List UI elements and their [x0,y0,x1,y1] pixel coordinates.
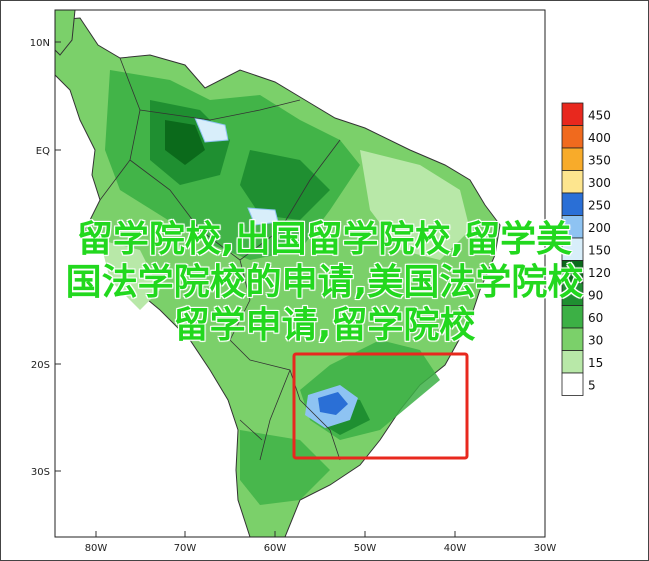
precip-zone-120 [165,120,205,165]
legend-swatch [561,147,584,171]
precip-zone-15 [360,150,470,260]
highlight-box [292,352,469,460]
legend-swatch [561,125,584,149]
precip-zone-150-north [194,117,229,143]
legend-swatch [561,372,584,396]
lon-label-70w: 70W [174,543,197,554]
country-borders [99,57,341,461]
precip-zone-250-south [318,392,348,415]
lon-label-60w: 60W [264,543,287,554]
lon-label-80w: 80W [85,543,108,554]
legend-label: 5 [588,378,596,392]
legend-label: 30 [588,333,603,347]
legend-label: 150 [588,243,611,257]
lon-label-50w: 50W [354,543,377,554]
lat-label-10n: 10N [30,38,50,49]
legend-swatch [561,350,584,374]
legend-label: 200 [588,221,611,235]
legend-swatch [561,102,584,126]
plot-border [54,9,546,538]
lat-label-20s: 20S [31,360,50,371]
overlay-line-3: 留学申请,留学院校 [173,305,476,346]
legend-label: 300 [588,176,611,190]
precip-zone-15-b [100,240,160,310]
central-america [55,10,76,56]
lon-label-30w: 30W [534,543,557,554]
color-legend: 450 400 350 300 250 200 150 120 90 60 30 15 5 [561,102,611,396]
precip-zone-90-b [240,150,330,220]
legend-label: 400 [588,131,611,145]
legend-swatch [561,170,584,194]
legend-label: 120 [588,266,611,280]
lat-label-eq: EQ [36,146,50,157]
axis-ticks [55,41,545,537]
legend-label: 15 [588,356,603,370]
overlay-line-1: 留学院校,出国留学院校,留学美 [76,219,573,260]
legend-label: 250 [588,198,611,212]
lon-label-40w: 40W [444,543,467,554]
legend-swatch [561,192,584,216]
lat-label-30s: 30S [31,467,50,478]
legend-label: 450 [588,108,611,122]
overlay-line-2: 国法学院校的申请,美国法学院校 [65,262,584,303]
legend-label: 350 [588,153,611,167]
watermark-overlay-text: 留学院校,出国留学院校,留学美 国法学院校的申请,美国法学院校 留学申请,留学院… [0,218,649,347]
precip-zone-150-center [247,207,279,226]
legend-label: 60 [588,311,603,325]
legend-label: 90 [588,288,603,302]
